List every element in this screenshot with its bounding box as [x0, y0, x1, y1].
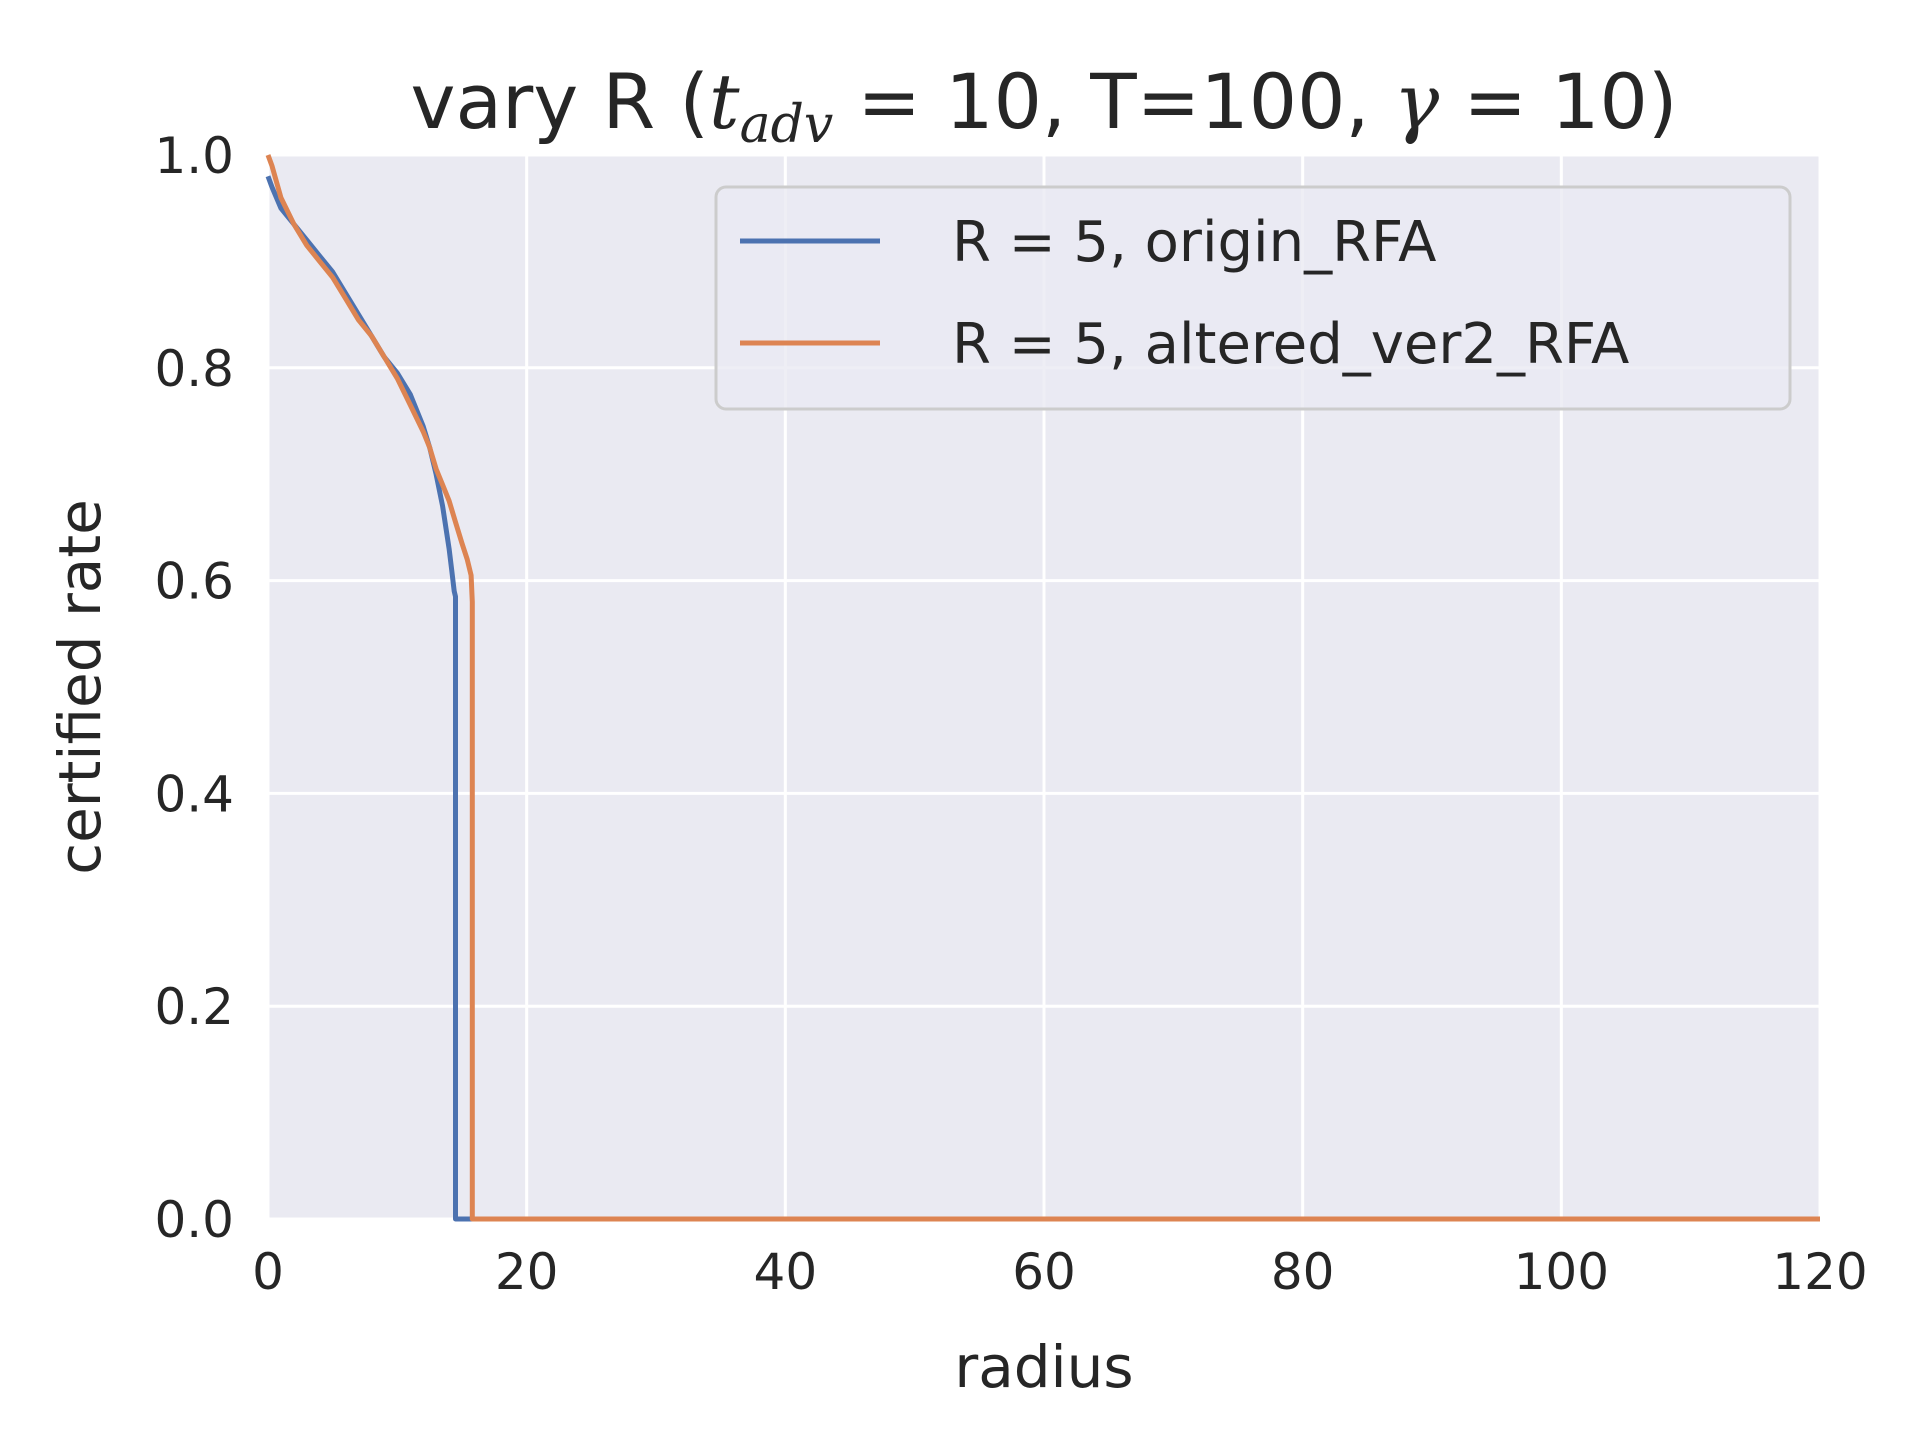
- x-tick-label: 60: [1012, 1243, 1076, 1301]
- x-tick-labels: 0 20 40 60 80 100 120: [252, 1243, 1868, 1301]
- y-axis-label: certified rate: [46, 499, 114, 875]
- x-tick-label: 20: [495, 1243, 559, 1301]
- x-tick-label: 40: [754, 1243, 818, 1301]
- x-tick-label: 0: [252, 1243, 284, 1301]
- x-axis-label: radius: [954, 1333, 1133, 1401]
- title-prefix: vary R (: [410, 57, 709, 146]
- title-t-eq: = 10, T=100,: [833, 57, 1394, 146]
- x-tick-label: 120: [1772, 1243, 1867, 1301]
- y-tick-labels: 0.0 0.2 0.4 0.6 0.8 1.0: [154, 127, 234, 1249]
- y-tick-label: 0.0: [154, 1191, 234, 1249]
- series-layer: [265, 154, 1820, 1222]
- legend-label-origin: R = 5, origin_RFA: [952, 210, 1436, 275]
- legend: R = 5, origin_RFA R = 5, altered_ver2_RF…: [714, 185, 1792, 411]
- legend-frame: [714, 185, 1792, 411]
- chart-title: vary R (tadv = 10, T=100, γ = 10): [410, 57, 1677, 155]
- y-tick-label: 0.8: [154, 340, 234, 398]
- y-tick-label: 0.2: [154, 978, 234, 1036]
- title-gamma-eq: = 10): [1439, 57, 1677, 146]
- legend-label-altered: R = 5, altered_ver2_RFA: [952, 312, 1629, 377]
- x-tick-label: 80: [1271, 1243, 1335, 1301]
- y-tick-label: 0.4: [154, 765, 234, 823]
- title-t-sub: adv: [740, 95, 834, 155]
- series-line-1: [265, 154, 1820, 1222]
- title-t-var: t: [709, 57, 740, 146]
- y-tick-label: 1.0: [154, 127, 234, 185]
- y-tick-label: 0.6: [154, 553, 234, 611]
- x-tick-label: 100: [1514, 1243, 1609, 1301]
- title-gamma-var: γ: [1394, 57, 1440, 146]
